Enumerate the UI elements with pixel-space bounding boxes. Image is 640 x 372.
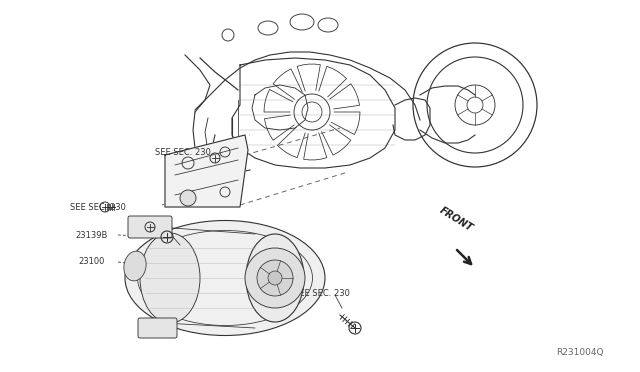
FancyBboxPatch shape xyxy=(138,318,177,338)
Text: SEE SEC. 230: SEE SEC. 230 xyxy=(70,202,126,212)
Text: SEE SEC. 230: SEE SEC. 230 xyxy=(294,289,350,298)
Ellipse shape xyxy=(125,221,325,336)
FancyBboxPatch shape xyxy=(128,216,172,238)
Polygon shape xyxy=(165,135,248,207)
Ellipse shape xyxy=(140,233,200,323)
Text: 23139B: 23139B xyxy=(75,231,108,240)
Circle shape xyxy=(245,248,305,308)
Ellipse shape xyxy=(124,251,146,281)
Circle shape xyxy=(257,260,293,296)
Circle shape xyxy=(180,190,196,206)
Text: 23100: 23100 xyxy=(78,257,104,266)
Text: FRONT: FRONT xyxy=(438,205,475,233)
Ellipse shape xyxy=(246,234,304,322)
Circle shape xyxy=(268,271,282,285)
Text: SEE SEC. 230: SEE SEC. 230 xyxy=(155,148,211,157)
Text: R231004Q: R231004Q xyxy=(556,347,604,356)
